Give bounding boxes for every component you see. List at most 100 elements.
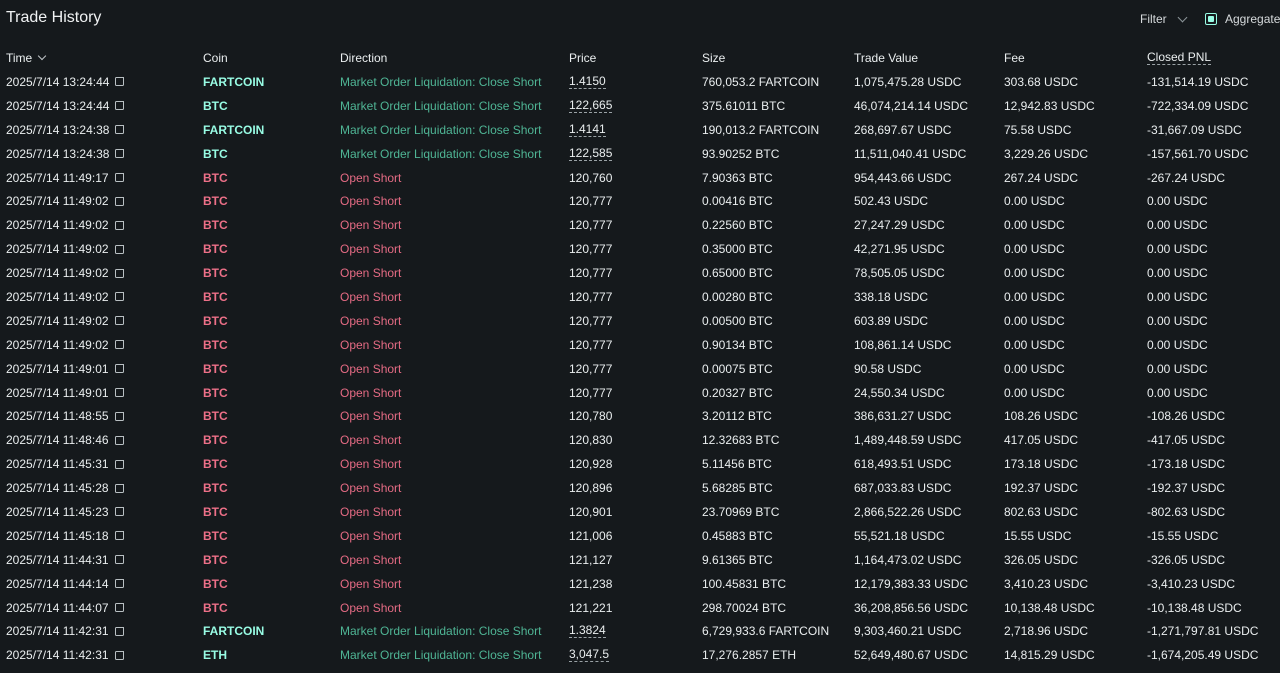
direction-cell: Open Short bbox=[340, 457, 402, 472]
coin-link[interactable]: ETH bbox=[203, 648, 227, 663]
external-link-icon[interactable] bbox=[115, 148, 126, 159]
fee-cell: 10,138.48 USDC bbox=[1004, 600, 1095, 615]
external-link-icon[interactable] bbox=[114, 243, 125, 254]
table-row: 2025/7/14 11:44:14 BTC Open Short 121,238 10… bbox=[0, 572, 1280, 596]
time-cell: 2025/7/14 11:49:01 bbox=[6, 357, 125, 381]
coin-link[interactable]: FARTCOIN bbox=[203, 74, 265, 89]
price-value: 1.3824 bbox=[569, 623, 606, 639]
trade-time: 2025/7/14 11:42:31 bbox=[6, 624, 109, 639]
price-cell: 120,928 bbox=[569, 452, 612, 476]
table-row: 2025/7/14 11:45:31 BTC Open Short 120,928 5.… bbox=[0, 452, 1280, 476]
external-link-icon[interactable] bbox=[114, 267, 125, 278]
external-link-icon[interactable] bbox=[114, 434, 125, 445]
trade-time: 2025/7/14 11:45:28 bbox=[6, 481, 109, 496]
price-cell[interactable]: 1.3824 bbox=[569, 619, 606, 643]
external-link-icon[interactable] bbox=[114, 482, 125, 493]
coin-link[interactable]: BTC bbox=[203, 433, 228, 448]
closed-pnl-cell: -722,334.09 USDC bbox=[1147, 98, 1249, 113]
coin-link[interactable]: BTC bbox=[203, 457, 228, 472]
size-cell: 5.68285 BTC bbox=[702, 481, 773, 496]
aggregate-checkbox[interactable] bbox=[1205, 13, 1217, 25]
trade-time: 2025/7/14 11:49:02 bbox=[6, 289, 109, 304]
coin-link[interactable]: BTC bbox=[203, 146, 228, 161]
trade-value-cell: 1,075,475.28 USDC bbox=[854, 74, 962, 89]
external-link-icon[interactable] bbox=[114, 625, 125, 636]
coin-link[interactable]: BTC bbox=[203, 361, 228, 376]
column-header-closed-pnl[interactable]: Closed PNL bbox=[1147, 50, 1212, 65]
size-cell: 298.70024 BTC bbox=[702, 600, 787, 615]
coin-link[interactable]: BTC bbox=[203, 218, 228, 233]
price-value: 120,780 bbox=[569, 409, 613, 424]
table-row: 2025/7/14 11:42:31 FARTCOIN Market Order L… bbox=[0, 619, 1280, 643]
price-cell[interactable]: 1.4150 bbox=[569, 70, 606, 94]
size-cell: 23.70969 BTC bbox=[702, 504, 780, 519]
closed-pnl-cell: -3,410.23 USDC bbox=[1147, 576, 1236, 591]
coin-link[interactable]: BTC bbox=[203, 289, 228, 304]
coin-link[interactable]: BTC bbox=[203, 409, 228, 424]
direction-cell: Open Short bbox=[340, 170, 402, 185]
coin-link[interactable]: BTC bbox=[203, 552, 228, 567]
size-cell: 0.00500 BTC bbox=[702, 313, 773, 328]
coin-link[interactable]: BTC bbox=[203, 481, 228, 496]
external-link-icon[interactable] bbox=[114, 195, 125, 206]
price-cell[interactable]: 3,047.5 bbox=[569, 643, 610, 667]
table-row: 2025/7/14 11:45:28 BTC Open Short 120,896 5.… bbox=[0, 476, 1280, 500]
coin-link[interactable]: BTC bbox=[203, 242, 228, 257]
table-row: 2025/7/14 11:49:02 BTC Open Short 120,777 0.… bbox=[0, 213, 1280, 237]
coin-link[interactable]: BTC bbox=[203, 194, 228, 209]
direction-cell: Open Short bbox=[340, 528, 402, 543]
external-link-icon[interactable] bbox=[115, 76, 126, 87]
coin-link[interactable]: FARTCOIN bbox=[203, 122, 265, 137]
external-link-icon[interactable] bbox=[115, 100, 126, 111]
price-cell[interactable]: 122,665 bbox=[569, 94, 613, 118]
external-link-icon[interactable] bbox=[114, 458, 125, 469]
external-link-icon[interactable] bbox=[114, 506, 125, 517]
price-cell: 120,777 bbox=[569, 357, 612, 381]
filter-dropdown[interactable]: Filter bbox=[1140, 12, 1188, 26]
external-link-icon[interactable] bbox=[115, 124, 126, 135]
external-link-icon[interactable] bbox=[114, 602, 125, 613]
table-body: 2025/7/14 13:24:44 FARTCOIN Market Order L… bbox=[0, 70, 1280, 667]
external-link-icon[interactable] bbox=[114, 578, 125, 589]
external-link-icon[interactable] bbox=[114, 339, 125, 350]
aggregate-toggle[interactable]: Aggregate bbox=[1205, 12, 1280, 26]
coin-link[interactable]: BTC bbox=[203, 98, 228, 113]
price-value: 121,127 bbox=[569, 552, 613, 567]
coin-link[interactable]: BTC bbox=[203, 528, 228, 543]
external-link-icon[interactable] bbox=[114, 530, 125, 541]
coin-link[interactable]: BTC bbox=[203, 504, 228, 519]
trade-value-cell: 36,208,856.56 USDC bbox=[854, 600, 969, 615]
coin-link[interactable]: BTC bbox=[203, 576, 228, 591]
price-value: 120,777 bbox=[569, 218, 613, 233]
column-header-time[interactable]: Time bbox=[6, 46, 47, 70]
size-cell: 375.61011 BTC bbox=[702, 98, 786, 113]
external-link-icon[interactable] bbox=[114, 554, 125, 565]
price-cell[interactable]: 122,585 bbox=[569, 142, 613, 166]
trade-value-cell: 502.43 USDC bbox=[854, 194, 929, 209]
coin-link[interactable]: BTC bbox=[203, 170, 228, 185]
trade-value-cell: 11,511,040.41 USDC bbox=[854, 146, 967, 161]
external-link-icon[interactable] bbox=[114, 291, 125, 302]
external-link-icon[interactable] bbox=[114, 363, 125, 374]
trade-value-cell: 78,505.05 USDC bbox=[854, 266, 945, 281]
external-link-icon[interactable] bbox=[114, 649, 125, 660]
coin-link[interactable]: BTC bbox=[203, 266, 228, 281]
external-link-icon[interactable] bbox=[114, 172, 125, 182]
coin-link[interactable]: FARTCOIN bbox=[203, 624, 265, 639]
external-link-icon[interactable] bbox=[114, 219, 125, 230]
coin-link[interactable]: BTC bbox=[203, 385, 228, 400]
fee-cell: 15.55 USDC bbox=[1004, 528, 1072, 543]
price-cell: 120,777 bbox=[569, 261, 612, 285]
price-cell[interactable]: 1.4141 bbox=[569, 118, 606, 142]
coin-link[interactable]: BTC bbox=[203, 313, 228, 328]
external-link-icon[interactable] bbox=[114, 387, 125, 398]
coin-link[interactable]: BTC bbox=[203, 337, 228, 352]
external-link-icon[interactable] bbox=[114, 410, 125, 421]
fee-cell: 0.00 USDC bbox=[1004, 266, 1065, 281]
direction-cell: Market Order Liquidation: Close Short bbox=[340, 98, 542, 113]
coin-link[interactable]: BTC bbox=[203, 600, 228, 615]
fee-cell: 0.00 USDC bbox=[1004, 218, 1065, 233]
size-cell: 0.45883 BTC bbox=[702, 528, 773, 543]
external-link-icon[interactable] bbox=[114, 315, 125, 326]
direction-cell: Market Order Liquidation: Close Short bbox=[340, 74, 542, 89]
